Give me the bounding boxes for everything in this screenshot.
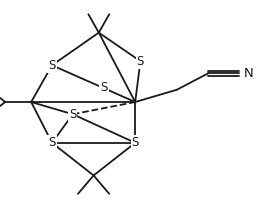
Text: N: N xyxy=(243,67,253,80)
Text: S: S xyxy=(69,108,76,121)
Text: S: S xyxy=(132,136,139,149)
Text: S: S xyxy=(137,55,144,68)
Text: S: S xyxy=(48,59,56,72)
Text: S: S xyxy=(48,136,56,149)
Text: S: S xyxy=(100,81,108,94)
